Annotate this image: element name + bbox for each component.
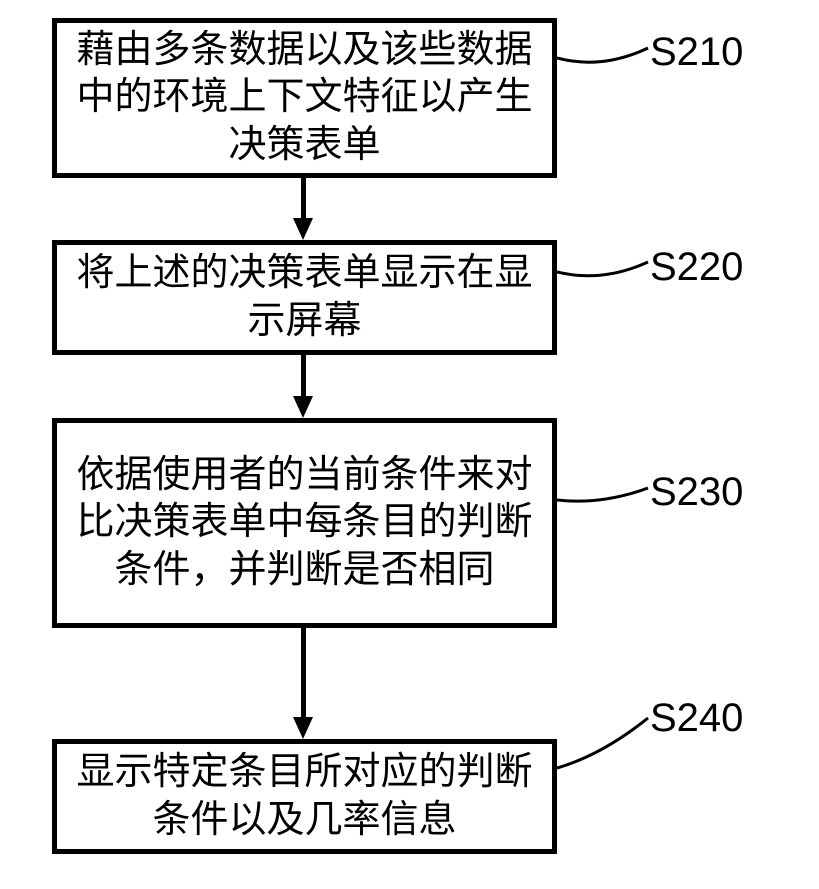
flow-node-4-text: 显示特定条目所对应的判断条件以及几率信息 (57, 749, 552, 844)
flow-node-1: 藉由多条数据以及该些数据中的环境上下文特征以产生决策表单 (52, 18, 557, 178)
flow-node-2-text: 将上述的决策表单显示在显示屏幕 (57, 250, 552, 345)
arrow-1-2-head (293, 218, 313, 240)
connector-4 (557, 700, 652, 775)
flow-label-3: S230 (650, 470, 743, 515)
flow-node-3: 依据使用者的当前条件来对比决策表单中每条目的判断条件，并判断是否相同 (52, 418, 557, 628)
flow-label-4: S240 (650, 696, 743, 741)
connector-2 (557, 245, 652, 285)
arrow-2-3-head (293, 396, 313, 418)
flow-node-2: 将上述的决策表单显示在显示屏幕 (52, 240, 557, 355)
flow-label-1: S210 (650, 30, 743, 75)
arrow-1-2-line (301, 178, 306, 220)
flow-node-1-text: 藉由多条数据以及该些数据中的环境上下文特征以产生决策表单 (57, 27, 552, 170)
flowchart-container: 藉由多条数据以及该些数据中的环境上下文特征以产生决策表单 S210 将上述的决策… (0, 0, 819, 889)
flow-node-3-text: 依据使用者的当前条件来对比决策表单中每条目的判断条件，并判断是否相同 (57, 452, 552, 595)
connector-3 (557, 470, 652, 510)
arrow-3-4-head (293, 717, 313, 739)
connector-1 (557, 30, 652, 70)
flow-node-4: 显示特定条目所对应的判断条件以及几率信息 (52, 739, 557, 854)
arrow-2-3-line (301, 355, 306, 398)
flow-label-2: S220 (650, 245, 743, 290)
arrow-3-4-line (301, 628, 306, 719)
